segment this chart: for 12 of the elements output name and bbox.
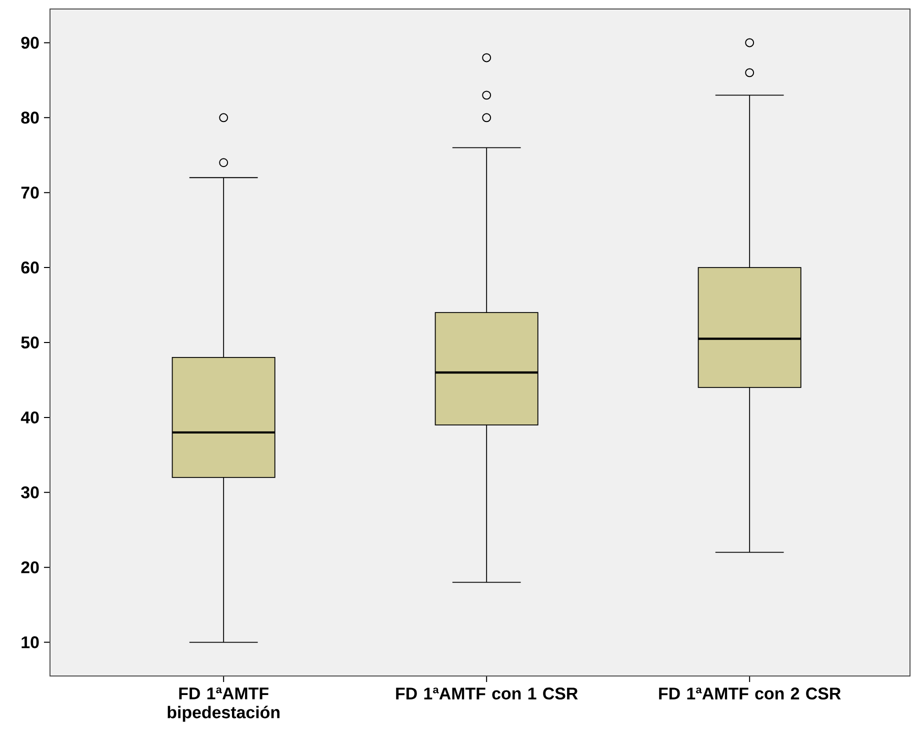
y-tick-label: 70: [21, 186, 39, 199]
y-tick-label: 10: [22, 636, 39, 648]
x-tick-label: FD 1ªAMTF con 2 CSR: [659, 688, 841, 700]
y-tick-label: 80: [21, 112, 39, 124]
y-tick-label: 90: [21, 36, 39, 49]
y-tick-label: 40: [20, 411, 39, 424]
y-tick-label: 30: [21, 486, 39, 498]
y-tick-label: 50: [21, 336, 39, 348]
x-tick-label: FD 1ªAMTF bipedestación: [168, 688, 280, 722]
y-tick-label: 60: [21, 262, 39, 274]
x-tick-label: FD 1ªAMTF con 1 CSR: [396, 688, 578, 700]
y-tick-label: 20: [21, 561, 39, 574]
